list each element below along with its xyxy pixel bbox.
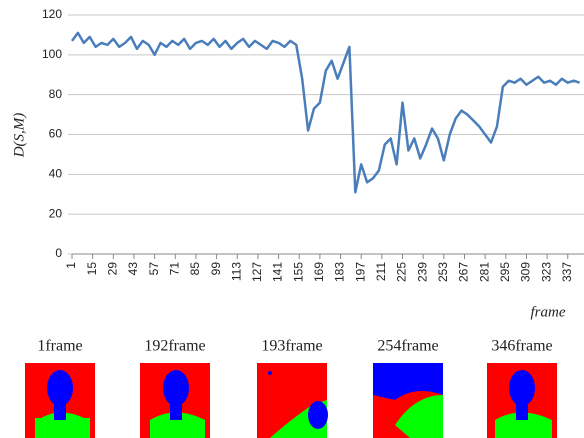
panel-label: 193frame — [261, 338, 322, 355]
y-tick-label: 60 — [49, 127, 63, 141]
x-tick-label: 225 — [395, 262, 409, 282]
x-tick-label: 169 — [312, 262, 326, 282]
x-tick-label: 183 — [333, 262, 347, 282]
panel-image — [25, 363, 95, 438]
y-tick-label: 80 — [49, 87, 63, 101]
x-tick-label: 309 — [519, 262, 533, 282]
x-tick-label: 29 — [105, 262, 119, 276]
x-tick-label: 141 — [271, 262, 285, 282]
x-tick-label: 127 — [250, 262, 264, 282]
y-tick-label: 120 — [42, 7, 62, 21]
y-tick-label: 0 — [55, 246, 62, 260]
x-tick-label: 85 — [188, 262, 202, 276]
x-tick-label: 57 — [147, 262, 161, 276]
panel-image — [257, 363, 328, 438]
x-tick-label: 239 — [415, 262, 429, 282]
panels — [25, 363, 557, 438]
x-tick-label: 323 — [539, 262, 553, 282]
x-tick-label: 1 — [64, 262, 78, 269]
panel-image — [373, 363, 443, 438]
x-tick-label: 15 — [85, 262, 99, 276]
y-tick-label: 100 — [42, 47, 62, 61]
x-tick-label: 197 — [353, 262, 367, 282]
panel-label: 254frame — [377, 338, 438, 355]
panel-label: 192frame — [144, 338, 205, 355]
x-tick-label: 281 — [477, 262, 491, 282]
x-tick-label: 71 — [167, 262, 181, 276]
x-tick-label: 267 — [457, 262, 471, 282]
y-axis-label: D(S,M) — [11, 113, 27, 159]
x-tick-label: 337 — [560, 262, 574, 282]
x-axis-label: frame — [531, 304, 566, 320]
x-tick-label: 155 — [291, 262, 305, 282]
data-line — [72, 33, 580, 192]
figure: D(S,M) frame 0 20 40 60 80 100 120 1 15 29 43 57 71 8… — [0, 0, 584, 438]
x-tick-label: 295 — [498, 262, 512, 282]
x-tick-label: 211 — [374, 262, 388, 281]
panel-label: 1frame — [37, 338, 82, 355]
panel-image — [487, 363, 557, 438]
x-tick-label: 43 — [126, 262, 140, 276]
x-tick-label: 99 — [209, 262, 223, 276]
y-tick-label: 40 — [49, 167, 63, 181]
x-tick-label: 113 — [229, 262, 243, 281]
x-tick-label: 253 — [436, 262, 450, 282]
panel-label: 346frame — [491, 338, 552, 355]
panel-image — [140, 363, 210, 438]
y-tick-label: 20 — [49, 206, 63, 220]
